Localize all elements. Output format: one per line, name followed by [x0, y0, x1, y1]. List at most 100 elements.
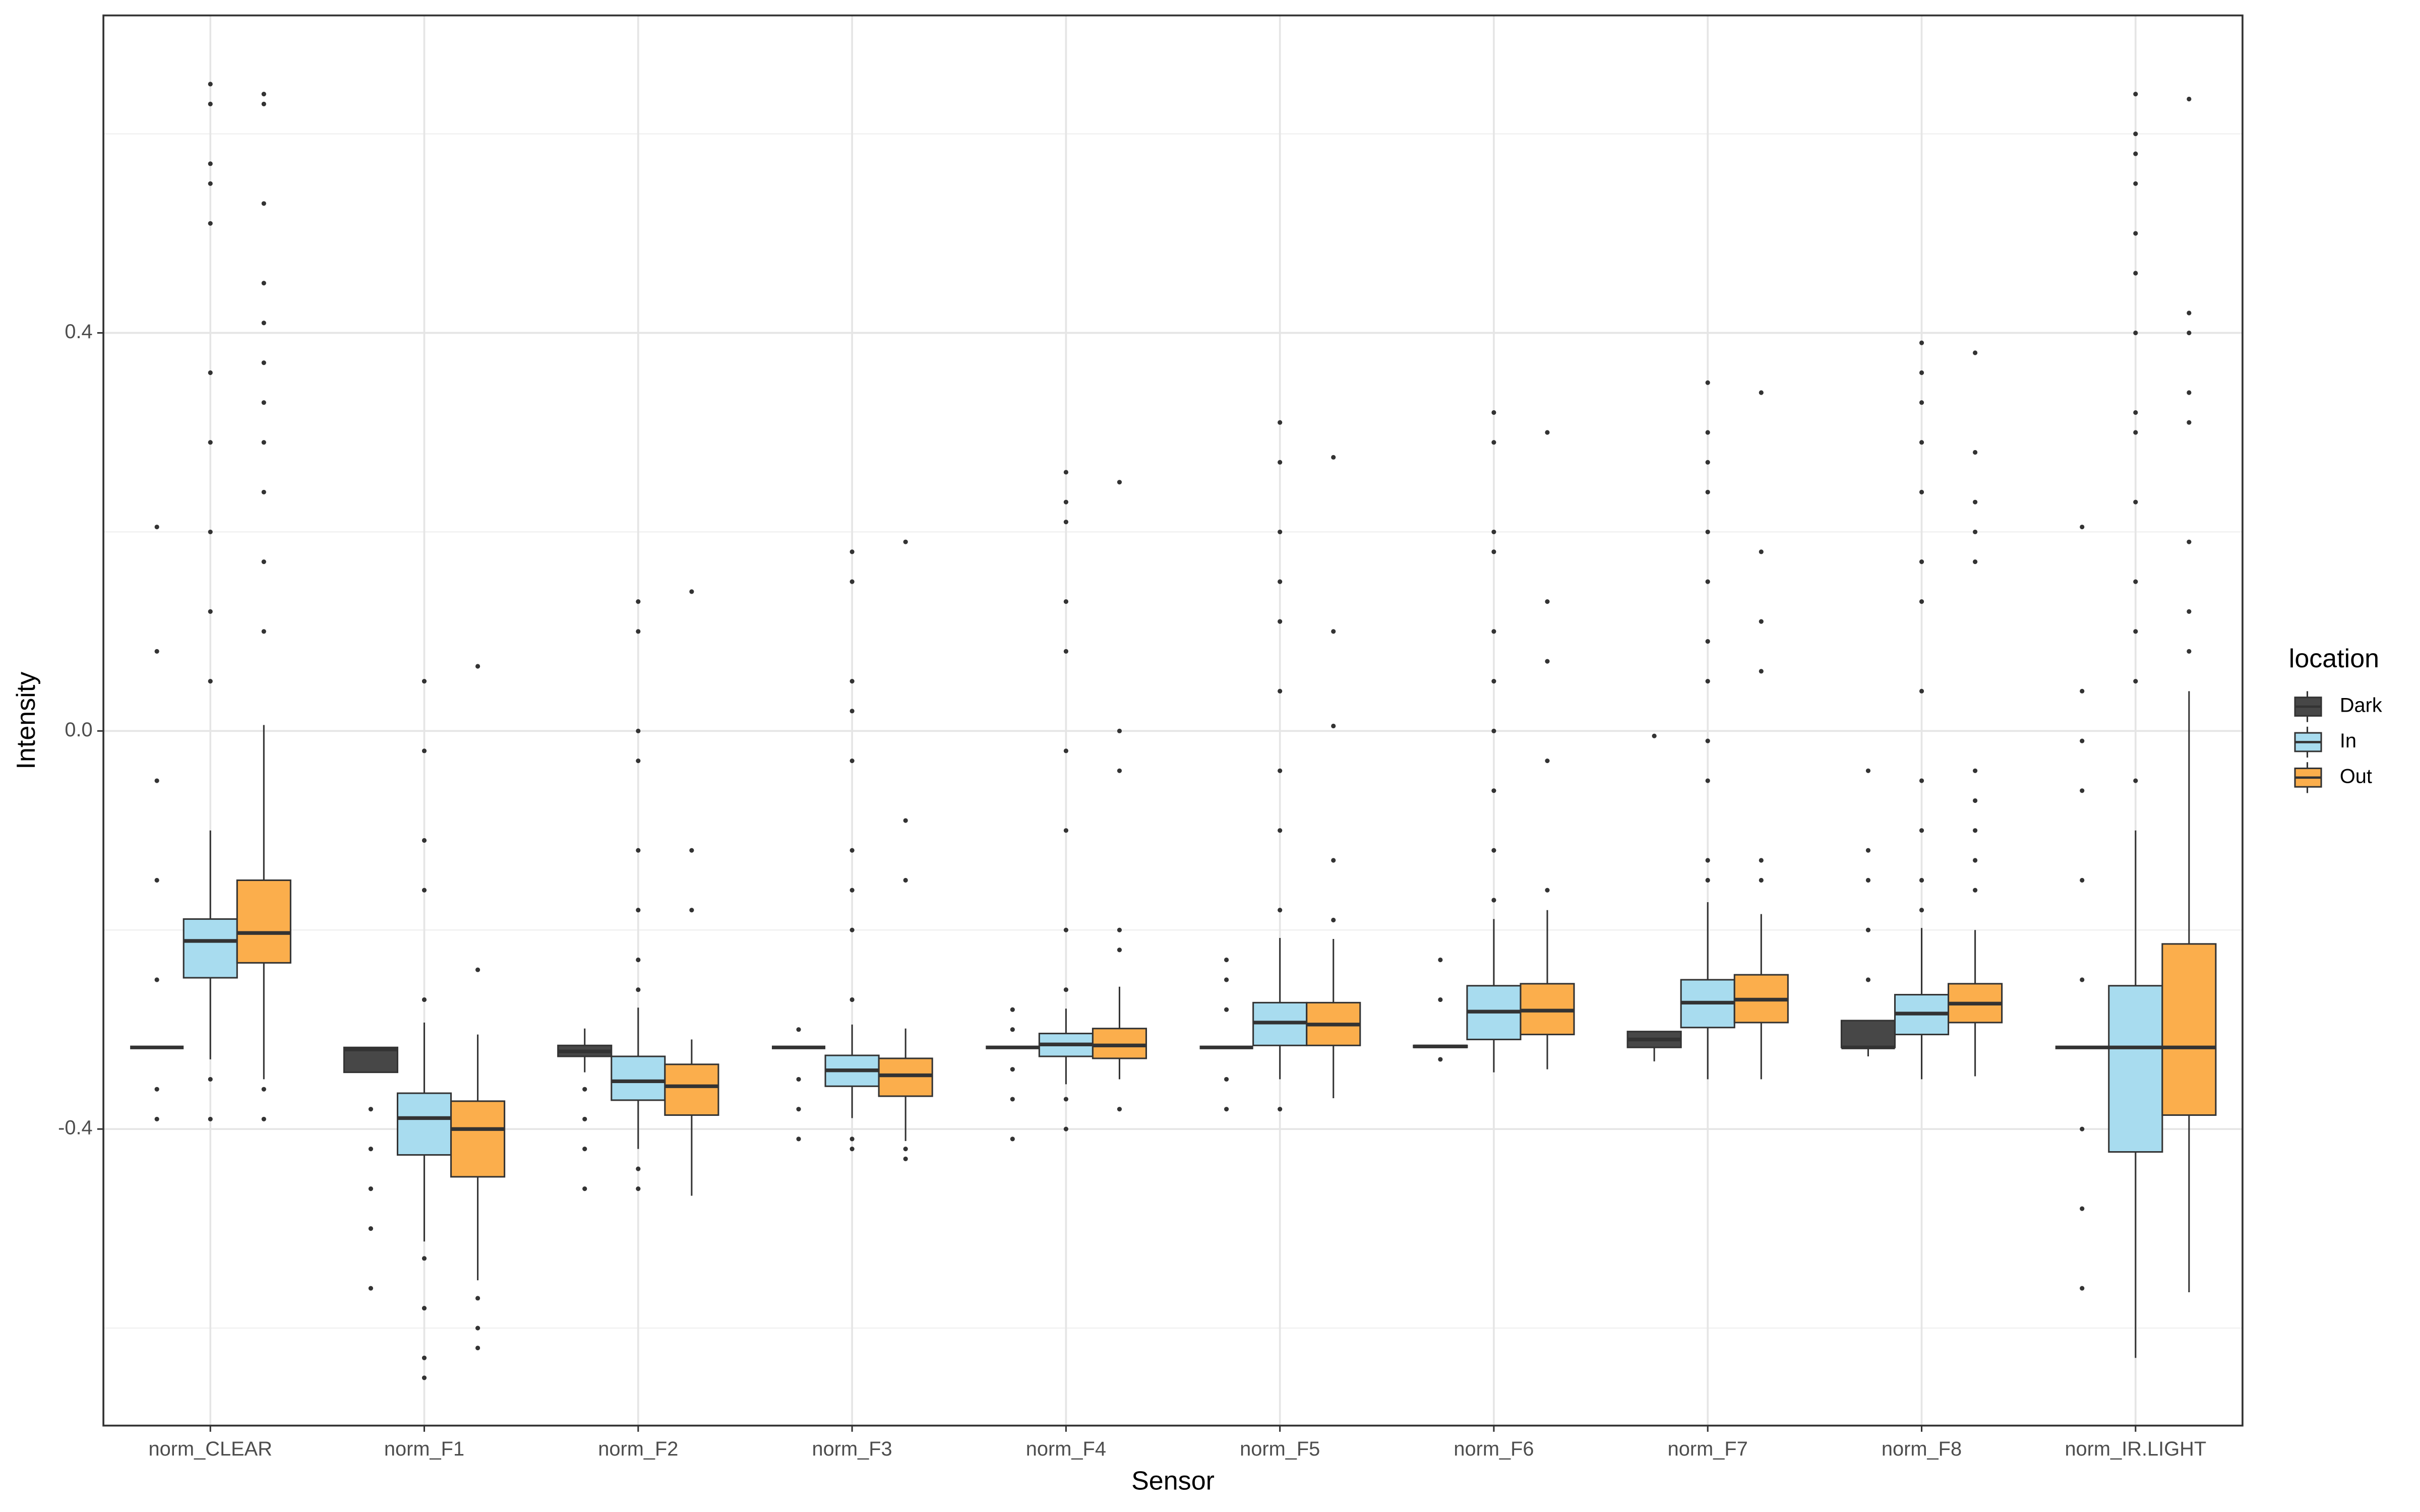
outlier [636, 957, 641, 963]
outlier [1705, 738, 1710, 743]
outlier [1491, 848, 1496, 853]
outlier [154, 524, 159, 530]
outlier [796, 1137, 801, 1142]
outlier [850, 927, 855, 932]
outlier [903, 1147, 908, 1152]
outlier [475, 1296, 480, 1301]
outlier [2080, 1286, 2085, 1291]
outlier [208, 181, 213, 186]
outlier [1973, 529, 1978, 535]
box [1092, 1028, 1147, 1059]
outlier [1705, 877, 1710, 883]
outlier [903, 877, 908, 883]
outlier [1973, 450, 1978, 455]
outlier [689, 589, 694, 594]
outlier [1278, 908, 1283, 913]
outlier [261, 489, 266, 495]
box [878, 1057, 933, 1097]
outlier [1063, 987, 1068, 992]
outlier [1491, 728, 1496, 733]
y-tick-label: 0.0 [65, 719, 92, 741]
outlier [1224, 1007, 1229, 1012]
outlier [1759, 549, 1764, 554]
x-tick-label: norm_F4 [1026, 1438, 1106, 1460]
outlier [1759, 877, 1764, 883]
legend-label: In [2340, 730, 2356, 752]
outlier [1063, 828, 1068, 833]
outlier [261, 321, 266, 326]
x-tick-label: norm_F1 [384, 1438, 464, 1460]
outlier [1705, 489, 1710, 495]
outlier [1224, 1077, 1229, 1082]
box [664, 1063, 719, 1116]
box [611, 1055, 666, 1101]
outlier [2080, 1126, 2085, 1131]
outlier [1117, 1107, 1122, 1112]
outlier [421, 1375, 427, 1380]
outlier [208, 1077, 213, 1082]
outlier [2187, 609, 2192, 614]
outlier [1705, 529, 1710, 535]
x-tick-label: norm_F7 [1668, 1438, 1748, 1460]
outlier [2133, 679, 2138, 684]
x-tick-label: norm_F3 [812, 1438, 892, 1460]
outlier [1278, 529, 1283, 535]
outlier [421, 838, 427, 843]
outlier [1973, 798, 1978, 803]
legend-label: Dark [2340, 695, 2382, 717]
outlier [2133, 629, 2138, 634]
outlier [1491, 529, 1496, 535]
outlier [1705, 858, 1710, 863]
outlier [261, 440, 266, 445]
box [236, 879, 291, 964]
x-tick-label: norm_F2 [598, 1438, 678, 1460]
outlier [154, 1116, 159, 1121]
y-tick-label: 0.4 [65, 321, 92, 343]
outlier [636, 758, 641, 764]
outlier [1010, 1067, 1015, 1072]
outlier [1010, 1007, 1015, 1012]
outlier [368, 1226, 374, 1231]
outlier [1545, 758, 1550, 764]
outlier [1919, 559, 1924, 564]
outlier [1278, 460, 1283, 465]
outlier [582, 1186, 587, 1191]
outlier [2133, 271, 2138, 276]
box [183, 918, 238, 979]
outlier [2133, 131, 2138, 137]
y-axis-title: Intensity [12, 672, 41, 770]
outlier [1063, 499, 1068, 505]
outlier [2187, 96, 2192, 102]
outlier [208, 529, 213, 535]
outlier [1919, 489, 1924, 495]
outlier [1865, 768, 1871, 773]
outlier [1759, 390, 1764, 395]
outlier [850, 997, 855, 1002]
outlier [421, 1256, 427, 1261]
outlier [261, 281, 266, 286]
outlier [1117, 927, 1122, 932]
outlier [2133, 231, 2138, 236]
outlier [1438, 1057, 1443, 1062]
outlier [1545, 599, 1550, 604]
outlier [208, 370, 213, 375]
outlier [2080, 1206, 2085, 1211]
outlier [208, 161, 213, 166]
box [2108, 985, 2163, 1153]
outlier [1759, 669, 1764, 674]
outlier [1705, 639, 1710, 644]
outlier [1973, 768, 1978, 773]
outlier [2080, 738, 2085, 743]
outlier [1278, 579, 1283, 584]
x-tick-label: norm_F5 [1240, 1438, 1320, 1460]
outlier [636, 987, 641, 992]
outlier [1919, 400, 1924, 405]
outlier [1919, 599, 1924, 604]
outlier [1973, 499, 1978, 505]
outlier [1063, 649, 1068, 654]
panel-border [102, 14, 2244, 1427]
outlier [850, 709, 855, 714]
outlier [796, 1107, 801, 1112]
outlier [1491, 898, 1496, 903]
outlier [1491, 679, 1496, 684]
